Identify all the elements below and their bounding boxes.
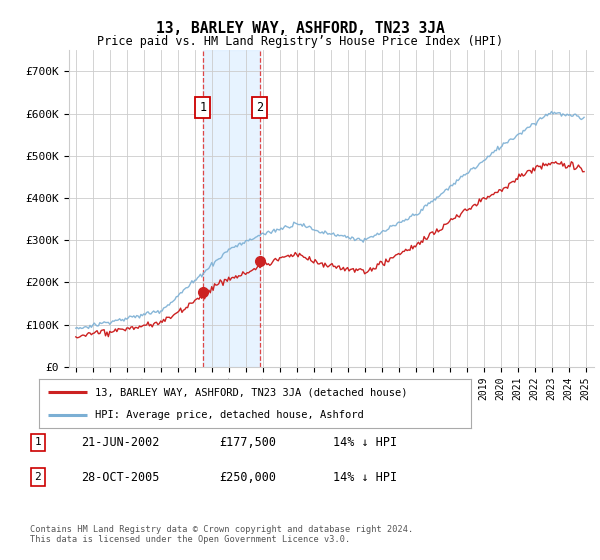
- Bar: [203, 50, 260, 367]
- Text: 21-JUN-2002: 21-JUN-2002: [81, 436, 160, 449]
- Text: 28-OCT-2005: 28-OCT-2005: [81, 470, 160, 484]
- Text: This data is licensed under the Open Government Licence v3.0.: This data is licensed under the Open Gov…: [30, 535, 350, 544]
- Text: 13, BARLEY WAY, ASHFORD, TN23 3JA (detached house): 13, BARLEY WAY, ASHFORD, TN23 3JA (detac…: [95, 388, 407, 398]
- Text: £250,000: £250,000: [219, 470, 276, 484]
- Text: 14% ↓ HPI: 14% ↓ HPI: [333, 470, 397, 484]
- Text: HPI: Average price, detached house, Ashford: HPI: Average price, detached house, Ashf…: [95, 410, 364, 420]
- Text: 13, BARLEY WAY, ASHFORD, TN23 3JA: 13, BARLEY WAY, ASHFORD, TN23 3JA: [155, 21, 445, 36]
- Text: 2: 2: [34, 472, 41, 482]
- Text: 1: 1: [199, 101, 206, 114]
- Text: 1: 1: [34, 437, 41, 447]
- Text: £177,500: £177,500: [219, 436, 276, 449]
- Text: Price paid vs. HM Land Registry’s House Price Index (HPI): Price paid vs. HM Land Registry’s House …: [97, 35, 503, 48]
- Text: 2: 2: [256, 101, 263, 114]
- Text: Contains HM Land Registry data © Crown copyright and database right 2024.: Contains HM Land Registry data © Crown c…: [30, 525, 413, 534]
- Text: 14% ↓ HPI: 14% ↓ HPI: [333, 436, 397, 449]
